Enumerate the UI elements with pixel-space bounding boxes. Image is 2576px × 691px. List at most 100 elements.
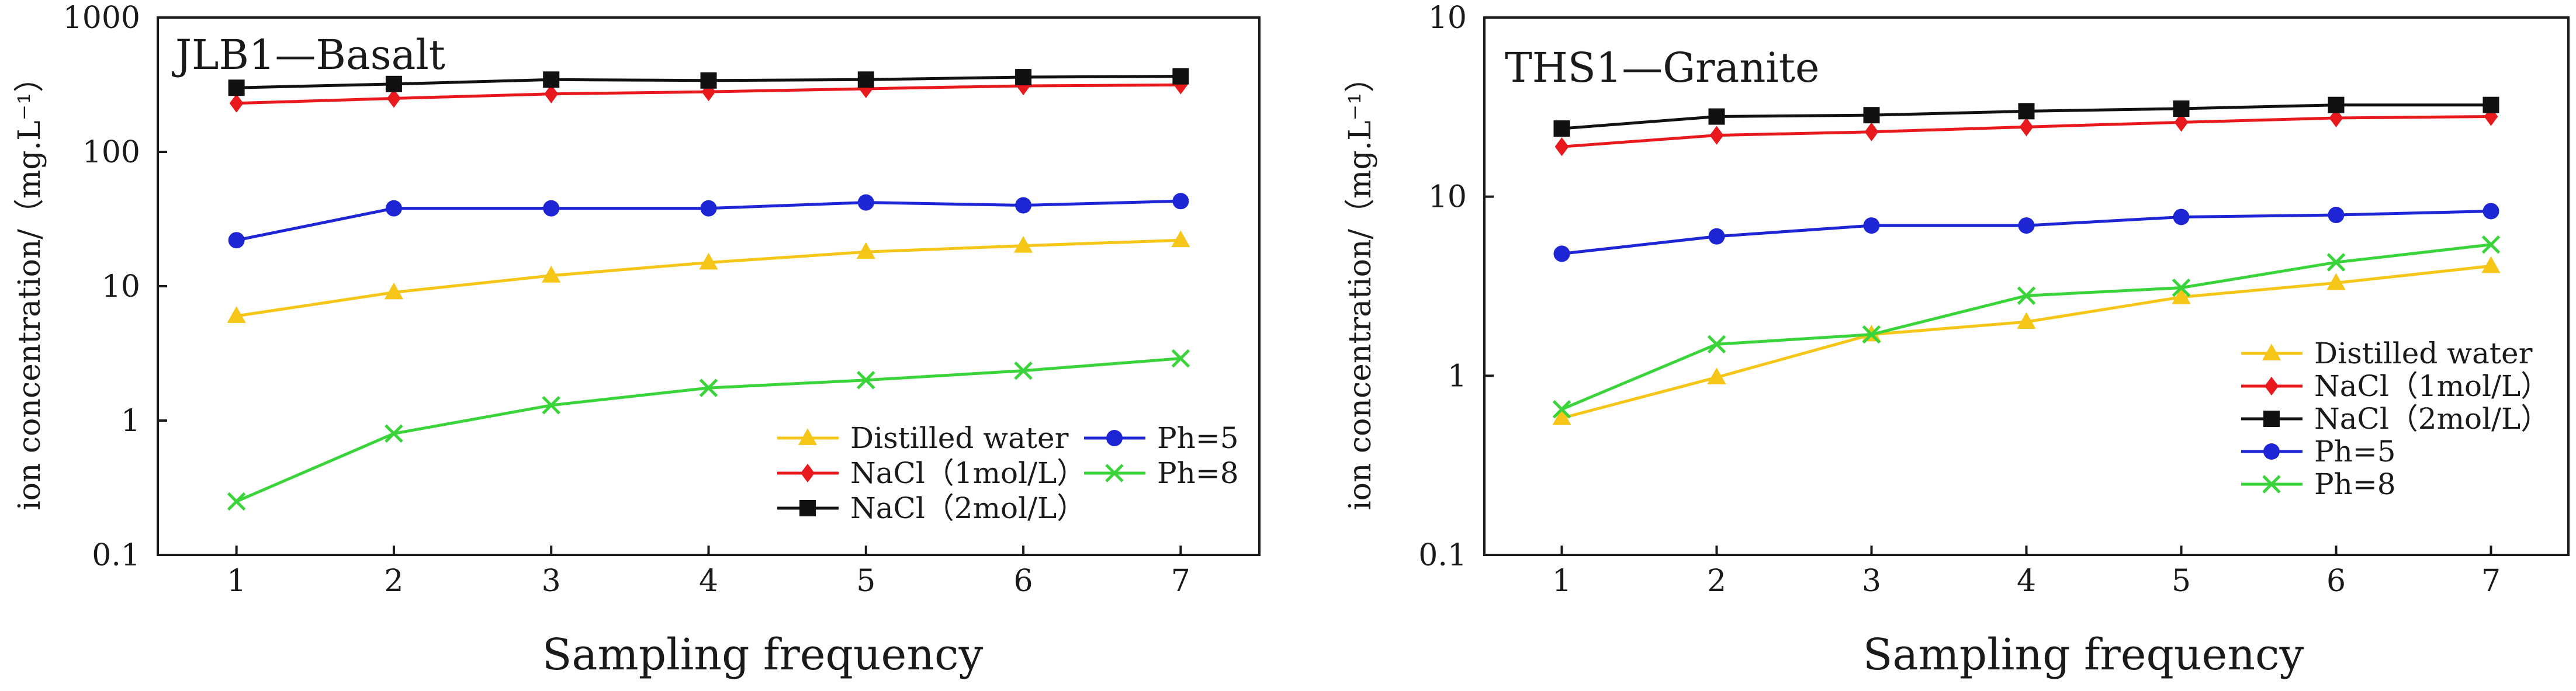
data-point: [1552, 408, 1571, 425]
data-point: [1709, 126, 1724, 145]
legend-entry: Ph=8: [1084, 456, 1239, 490]
legend-marker: [2262, 475, 2281, 494]
data-point: [2174, 113, 2189, 132]
series-square: [1553, 96, 2499, 137]
legend-label: NaCl（1mol/L）: [850, 456, 1086, 490]
legend-marker: [2263, 443, 2280, 460]
legend-label: Ph=8: [2314, 467, 2396, 501]
x-tick-label: 4: [2017, 564, 2036, 599]
legend-label: NaCl（2mol/L）: [850, 491, 1086, 525]
legend-entry: Ph=8: [2241, 467, 2396, 501]
data-point: [1013, 235, 1033, 253]
x-tick-label: 1: [227, 564, 246, 599]
data-point: [385, 75, 402, 92]
data-point: [387, 89, 401, 108]
legend-label: NaCl（2mol/L）: [2314, 402, 2550, 436]
data-point: [699, 379, 718, 397]
data-point: [2172, 287, 2191, 304]
legend: Distilled waterNaCl（1mol/L）NaCl（2mol/L）P…: [2241, 336, 2550, 501]
data-point: [2484, 107, 2498, 126]
data-point: [2481, 235, 2501, 254]
data-point: [542, 265, 561, 283]
legend-label: Ph=5: [1157, 421, 1239, 455]
legend-entry: Distilled water: [2241, 336, 2533, 370]
data-point: [227, 306, 246, 323]
y-tick-label: 1: [121, 404, 140, 439]
data-point: [2172, 278, 2191, 297]
series-triangle: [227, 230, 1190, 323]
x-tick-label: 5: [2172, 564, 2191, 599]
legend-marker: [2263, 411, 2280, 427]
x-tick-label: 3: [542, 564, 561, 599]
data-point: [2482, 203, 2499, 220]
data-point: [228, 232, 245, 249]
data-point: [856, 242, 875, 259]
data-point: [2019, 117, 2034, 137]
chart-granite: THS1—Granite ion concentration/（mg.L⁻¹） …: [1343, 1, 2570, 680]
data-point: [2018, 217, 2035, 234]
data-point: [2329, 108, 2343, 128]
legend-marker: [1105, 464, 1124, 482]
data-point: [1708, 108, 1725, 125]
x-tick-label: 7: [1171, 564, 1190, 599]
series-triangle: [1552, 256, 2501, 425]
data-point: [384, 282, 404, 300]
legend-marker: [2262, 343, 2281, 360]
data-point: [1553, 245, 1570, 262]
series-circle: [1553, 203, 2499, 262]
data-point: [2481, 256, 2501, 273]
legend-label: NaCl（1mol/L）: [2314, 369, 2550, 403]
data-point: [1554, 137, 1569, 157]
data-point: [1708, 228, 1725, 245]
y-tick-label: 10: [102, 269, 140, 304]
legend-entry: Ph=5: [2241, 435, 2396, 468]
data-point: [228, 79, 245, 96]
x-tick-label: 3: [1862, 564, 1881, 599]
x-axis-label: Sampling frequency: [1863, 630, 2304, 680]
data-point: [542, 396, 560, 415]
y-axis-label: ion concentration/（mg.L⁻¹）: [1343, 62, 1378, 511]
data-point: [1707, 335, 1726, 354]
legend-entry: NaCl（1mol/L）: [2241, 369, 2550, 403]
data-point: [385, 200, 402, 217]
data-point: [2328, 207, 2345, 224]
legend-label: Distilled water: [850, 421, 1069, 455]
x-tick-label: 1: [1552, 564, 1571, 599]
x-tick-label: 2: [1707, 564, 1726, 599]
legend-entry: NaCl（1mol/L）: [777, 456, 1086, 490]
data-point: [857, 194, 874, 211]
legend-marker: [799, 500, 816, 516]
x-tick-label: 6: [1014, 564, 1033, 599]
data-point: [1863, 217, 1880, 234]
legend-label: Ph=8: [1157, 456, 1239, 490]
data-point: [1014, 361, 1033, 380]
data-point: [1552, 400, 1571, 419]
x-tick-label: 7: [2481, 564, 2501, 599]
data-point: [543, 200, 560, 217]
legend-marker: [801, 463, 815, 483]
legend-entry: Ph=5: [1084, 421, 1239, 455]
data-point: [2326, 273, 2346, 290]
data-point: [227, 492, 246, 511]
y-tick-label: 10: [1428, 180, 1467, 215]
data-point: [1015, 197, 1032, 214]
data-point: [1863, 107, 1880, 124]
data-point: [1171, 349, 1190, 368]
data-point: [2018, 103, 2035, 120]
data-point: [1172, 68, 1189, 85]
data-point: [2173, 100, 2190, 117]
data-point: [1015, 69, 1032, 86]
chart-title: THS1—Granite: [1505, 44, 1819, 92]
series-square: [228, 68, 1189, 96]
y-tick-label: 1: [1448, 359, 1467, 394]
data-point: [1171, 230, 1190, 248]
plot-frame: [1483, 16, 2570, 556]
data-point: [857, 71, 874, 88]
data-point: [2328, 96, 2345, 113]
legend-entry: Distilled water: [777, 421, 1069, 455]
x-axis-label: Sampling frequency: [542, 630, 984, 680]
data-point: [544, 84, 559, 103]
y-tick-label: 0.1: [1418, 538, 1467, 573]
legend-entry: NaCl（2mol/L）: [2241, 402, 2550, 436]
data-point: [1862, 325, 1881, 344]
